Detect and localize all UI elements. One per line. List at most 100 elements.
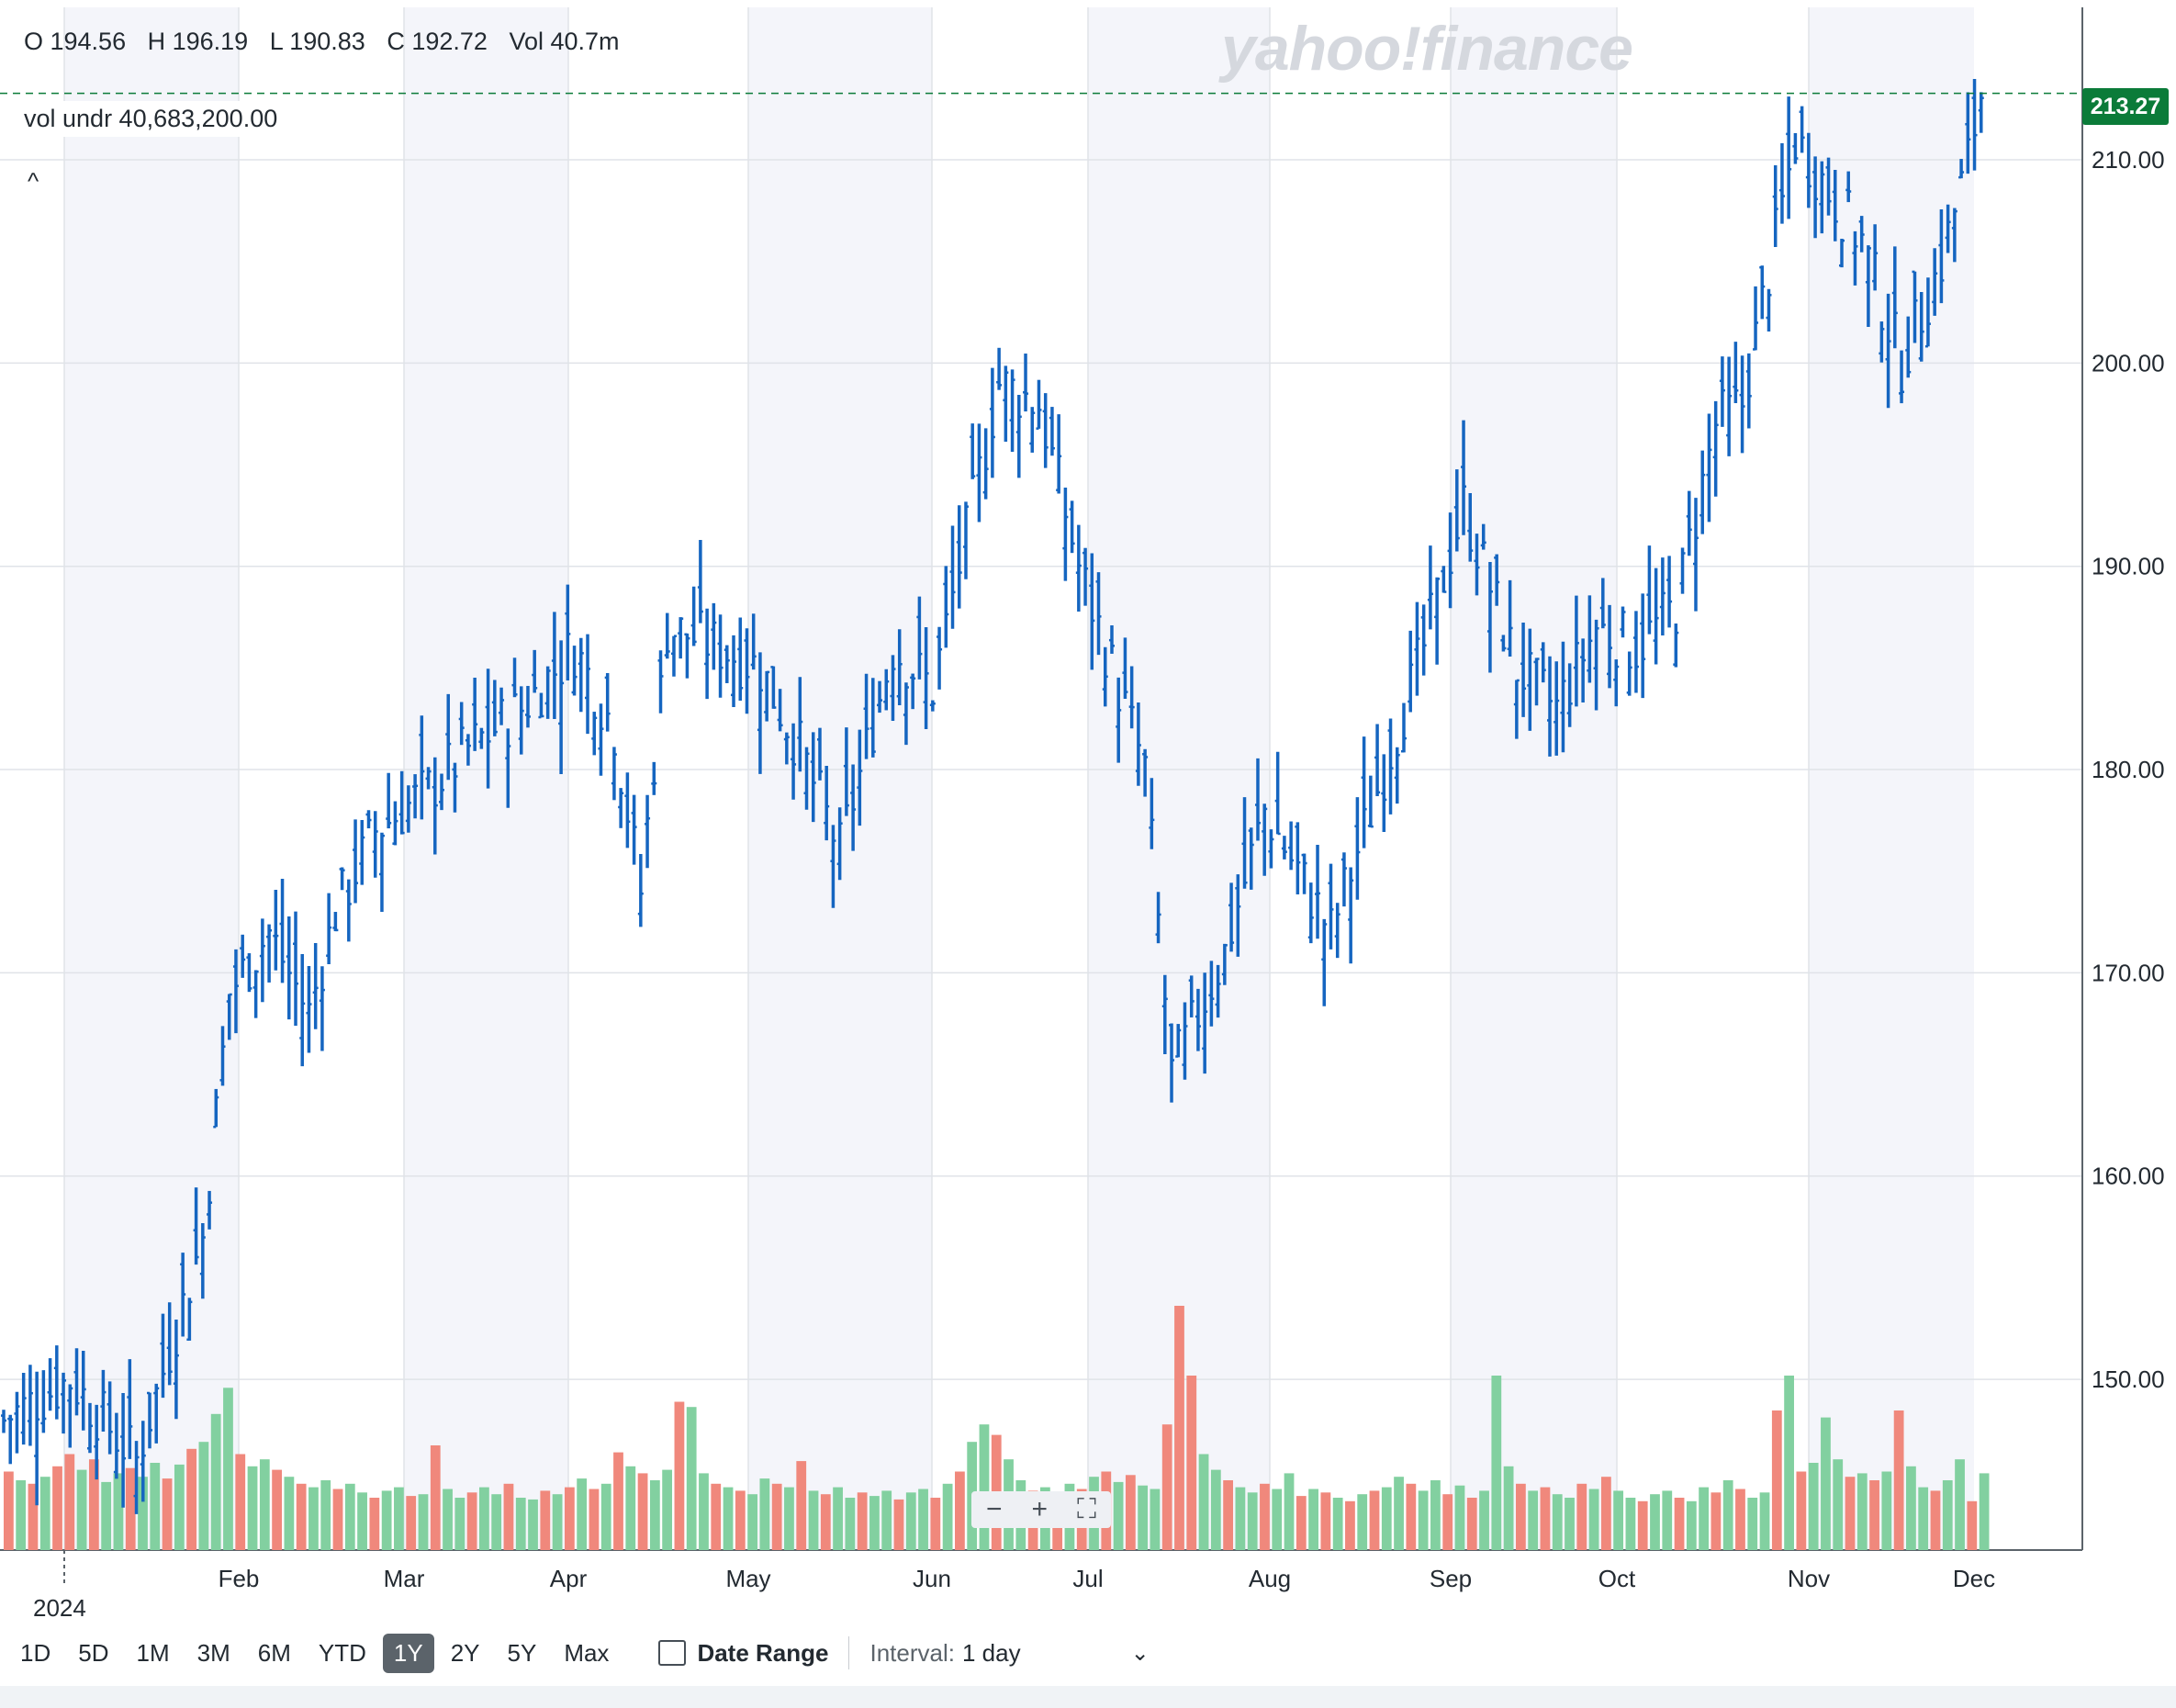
volume-bar — [808, 1490, 819, 1550]
volume-bar — [406, 1496, 417, 1550]
zoom-out-icon[interactable]: − — [985, 1494, 1003, 1524]
volume-bar — [711, 1483, 722, 1550]
volume-bar — [1576, 1483, 1587, 1550]
month-band — [748, 7, 932, 1550]
y-tick-label: 180.00 — [2092, 756, 2165, 783]
volume-bar — [1345, 1500, 1355, 1550]
volume-value: Vol 40.7m — [509, 28, 620, 55]
month-band — [64, 7, 239, 1550]
month-shading — [64, 7, 1974, 1550]
month-band — [1451, 7, 1617, 1550]
grid-lines — [0, 7, 2083, 1551]
volume-bar — [52, 1466, 62, 1550]
volume-bar — [1320, 1492, 1331, 1550]
volume-bar — [4, 1471, 14, 1550]
ohlc-bars — [1, 78, 1984, 1514]
volume-bar — [138, 1477, 148, 1550]
range-button-ytd[interactable]: YTD — [318, 1638, 366, 1667]
volume-bar — [1662, 1490, 1673, 1550]
volume-bar — [564, 1487, 575, 1550]
range-button-5y[interactable]: 5Y — [507, 1638, 537, 1667]
volume-bar — [1565, 1498, 1575, 1550]
fit-screen-icon[interactable]: ⛶ — [1076, 1494, 1096, 1524]
volume-bar — [1186, 1376, 1197, 1550]
volume-bar — [1357, 1494, 1368, 1550]
volume-bar — [186, 1448, 197, 1550]
range-button-6m[interactable]: 6M — [257, 1638, 291, 1667]
volume-bar — [1722, 1480, 1733, 1550]
close-value: C 192.72 — [387, 28, 488, 55]
volume-bar — [747, 1494, 757, 1550]
volume-bar — [1150, 1489, 1161, 1550]
volume-bar — [394, 1487, 404, 1550]
range-button-3m[interactable]: 3M — [196, 1638, 230, 1667]
volume-bar — [308, 1487, 319, 1550]
volume-bar — [930, 1498, 941, 1550]
volume-bar — [113, 1473, 124, 1550]
volume-bar — [1942, 1480, 1953, 1550]
collapse-icon[interactable]: ^ — [28, 167, 39, 195]
volume-bar — [1674, 1498, 1685, 1550]
volume-bar — [577, 1478, 588, 1550]
calendar-icon — [658, 1640, 687, 1666]
volume-bar — [1161, 1424, 1172, 1550]
range-button-1m[interactable]: 1M — [136, 1638, 170, 1667]
range-toolbar: 1D 5D 1M 3M 6M YTD 1Y 2Y 5Y Max Date Range Interv… — [0, 1629, 1150, 1677]
range-button-2y[interactable]: 2Y — [450, 1638, 480, 1667]
y-tick-label: 190.00 — [2092, 553, 2165, 580]
volume-bar — [443, 1489, 453, 1550]
volume-bar — [905, 1492, 916, 1550]
volume-bar — [28, 1483, 39, 1550]
x-tick-label: Oct — [1598, 1565, 1636, 1592]
open-value: O 194.56 — [24, 28, 127, 55]
month-band — [1809, 7, 1974, 1550]
volume-bar — [344, 1483, 355, 1550]
volume-bar — [515, 1498, 526, 1550]
volume-bar — [210, 1413, 221, 1550]
range-button-max[interactable]: Max — [564, 1638, 610, 1667]
zoom-in-icon[interactable]: + — [1031, 1494, 1049, 1524]
volume-bar — [1747, 1498, 1758, 1550]
volume-bar — [1552, 1494, 1563, 1550]
range-button-1d[interactable]: 1D — [20, 1638, 51, 1667]
chevron-down-icon[interactable]: ⌄ — [1130, 1640, 1150, 1666]
footer-bar — [0, 1686, 2176, 1708]
high-value: H 196.19 — [147, 28, 249, 55]
last-price-badge: 213.27 — [2082, 88, 2169, 125]
volume-bar — [369, 1498, 380, 1550]
volume-bar — [1930, 1490, 1941, 1550]
volume-bar — [1918, 1487, 1929, 1550]
volume-bar — [454, 1498, 465, 1550]
low-value: L 190.83 — [269, 28, 365, 55]
volume-bars — [4, 1306, 1990, 1550]
volume-bar — [759, 1478, 770, 1550]
volume-bar — [1699, 1487, 1710, 1550]
y-tick-label: 150.00 — [2092, 1365, 2165, 1393]
volume-bar — [686, 1407, 697, 1550]
volume-bar — [1821, 1417, 1831, 1550]
volume-bar — [1979, 1473, 1990, 1550]
volume-bar — [479, 1487, 489, 1550]
volume-bar — [1210, 1469, 1221, 1550]
yahoo-finance-watermark: yahoo!finance — [1221, 14, 1633, 84]
volume-bar — [39, 1477, 50, 1550]
x-tick-label: Jul — [1072, 1565, 1103, 1592]
x-tick-label: Nov — [1788, 1565, 1830, 1592]
date-range-button[interactable]: Date Range — [658, 1639, 828, 1668]
volume-bar — [1955, 1459, 1965, 1550]
y-tick-label: 170.00 — [2092, 959, 2165, 986]
volume-bar — [150, 1463, 161, 1550]
x-tick-label: Apr — [550, 1565, 588, 1592]
range-button-5d[interactable]: 5D — [78, 1638, 109, 1667]
volume-bar — [1784, 1376, 1794, 1550]
range-button-1y[interactable]: 1Y — [382, 1633, 434, 1673]
volume-bar — [918, 1489, 928, 1550]
volume-bar — [1430, 1480, 1441, 1550]
volume-bar — [662, 1469, 673, 1550]
volume-bar — [1735, 1489, 1745, 1550]
volume-bar — [784, 1487, 794, 1550]
volume-bar — [893, 1499, 904, 1550]
interval-value[interactable]: 1 day — [961, 1638, 1021, 1667]
volume-bar — [1588, 1489, 1599, 1550]
